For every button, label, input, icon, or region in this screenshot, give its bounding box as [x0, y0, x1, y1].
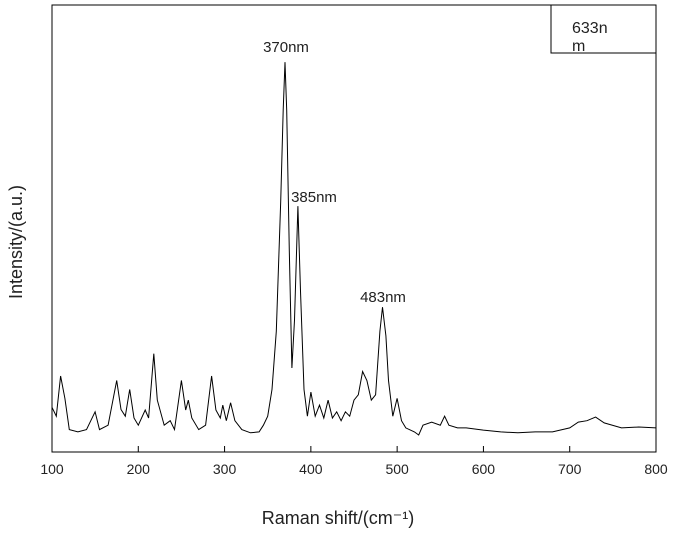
x-tick-label: 100: [40, 461, 64, 477]
spectrum-line: [51, 62, 657, 436]
x-tick-label: 700: [558, 461, 582, 477]
x-tick-label: 500: [385, 461, 409, 477]
x-tick-label: 300: [213, 461, 237, 477]
legend-box: [550, 4, 657, 54]
x-tick-label: 800: [644, 461, 668, 477]
x-tick-label: 200: [127, 461, 151, 477]
legend-label: 633nm: [572, 20, 608, 55]
peak-annotation: 385nm: [291, 189, 337, 206]
y-axis-label: Intensity/(a.u.): [6, 185, 26, 299]
x-axis-label: Raman shift/(cm⁻¹): [262, 508, 415, 528]
x-tick-label: 600: [472, 461, 496, 477]
x-tick-label: 400: [299, 461, 323, 477]
plot-frame: [51, 4, 657, 453]
peak-annotation: 370nm: [263, 39, 309, 56]
peak-annotation: 483nm: [360, 289, 406, 306]
